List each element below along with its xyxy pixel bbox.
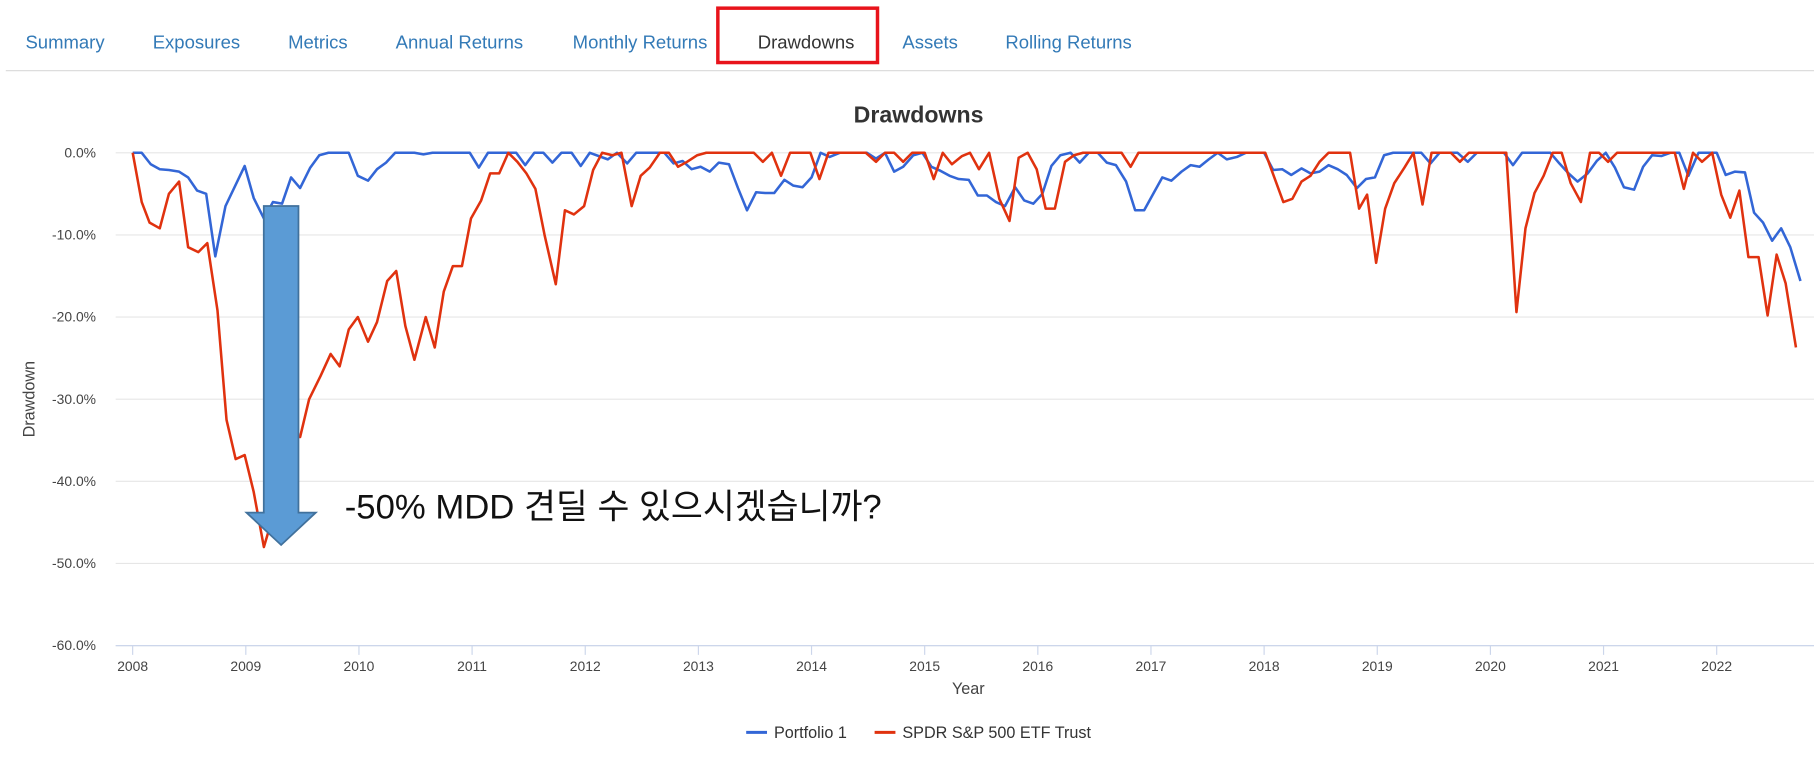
legend-label: SPDR S&P 500 ETF Trust: [902, 724, 1091, 742]
tab[interactable]: Metrics: [288, 32, 348, 53]
x-tick-label: 2013: [683, 658, 714, 674]
x-tick-label: 2008: [117, 658, 148, 674]
tab[interactable]: Annual Returns: [396, 32, 524, 53]
series-line: [132, 151, 1802, 282]
tab[interactable]: Drawdowns: [758, 32, 855, 53]
x-tick-label: 2009: [230, 658, 261, 674]
y-axis-label: Drawdown: [21, 361, 39, 437]
y-tick-label: -50.0%: [52, 555, 96, 571]
x-tick-label: 2010: [344, 658, 375, 674]
x-tick-label: 2014: [796, 658, 827, 674]
series-line: [131, 151, 1798, 549]
y-tick-label: -10.0%: [52, 227, 96, 243]
y-tick-label: -20.0%: [52, 309, 96, 325]
y-tick-label: -30.0%: [52, 391, 96, 407]
x-tick-label: 2016: [1022, 658, 1053, 674]
x-tick-label: 2017: [1136, 658, 1167, 674]
x-tick-label: 2020: [1475, 658, 1506, 674]
x-tick-label: 2018: [1249, 658, 1280, 674]
x-axis-label: Year: [952, 680, 985, 698]
tab[interactable]: Monthly Returns: [573, 32, 708, 53]
x-tick-label: 2019: [1362, 658, 1393, 674]
x-tick-label: 2012: [570, 658, 601, 674]
plot: 0.0% -10.0% -20.0% -30.0% -40.0% -50.0% -60.0%…: [52, 144, 1814, 674]
tab[interactable]: Exposures: [153, 32, 240, 53]
arrow: [244, 205, 319, 547]
chart-title: Drawdowns: [854, 102, 984, 128]
y-tick-label: -60.0%: [52, 637, 96, 653]
tab[interactable]: Summary: [25, 32, 105, 53]
tab[interactable]: Rolling Returns: [1005, 32, 1131, 53]
x-tick-label: 2011: [457, 658, 487, 674]
y-tick-label: -40.0%: [52, 473, 96, 489]
legend-label: Portfolio 1: [774, 724, 847, 742]
tab[interactable]: Assets: [902, 32, 958, 53]
highlight-box: [716, 6, 880, 65]
annotation: -50% MDD 견딜 수 있으시겠습니까?: [345, 488, 882, 526]
x-tick-label: 2022: [1701, 658, 1732, 674]
x-tick-label: 2015: [909, 658, 940, 674]
y-tick-label: 0.0%: [64, 144, 96, 160]
x-tick-label: 2021: [1588, 658, 1619, 674]
